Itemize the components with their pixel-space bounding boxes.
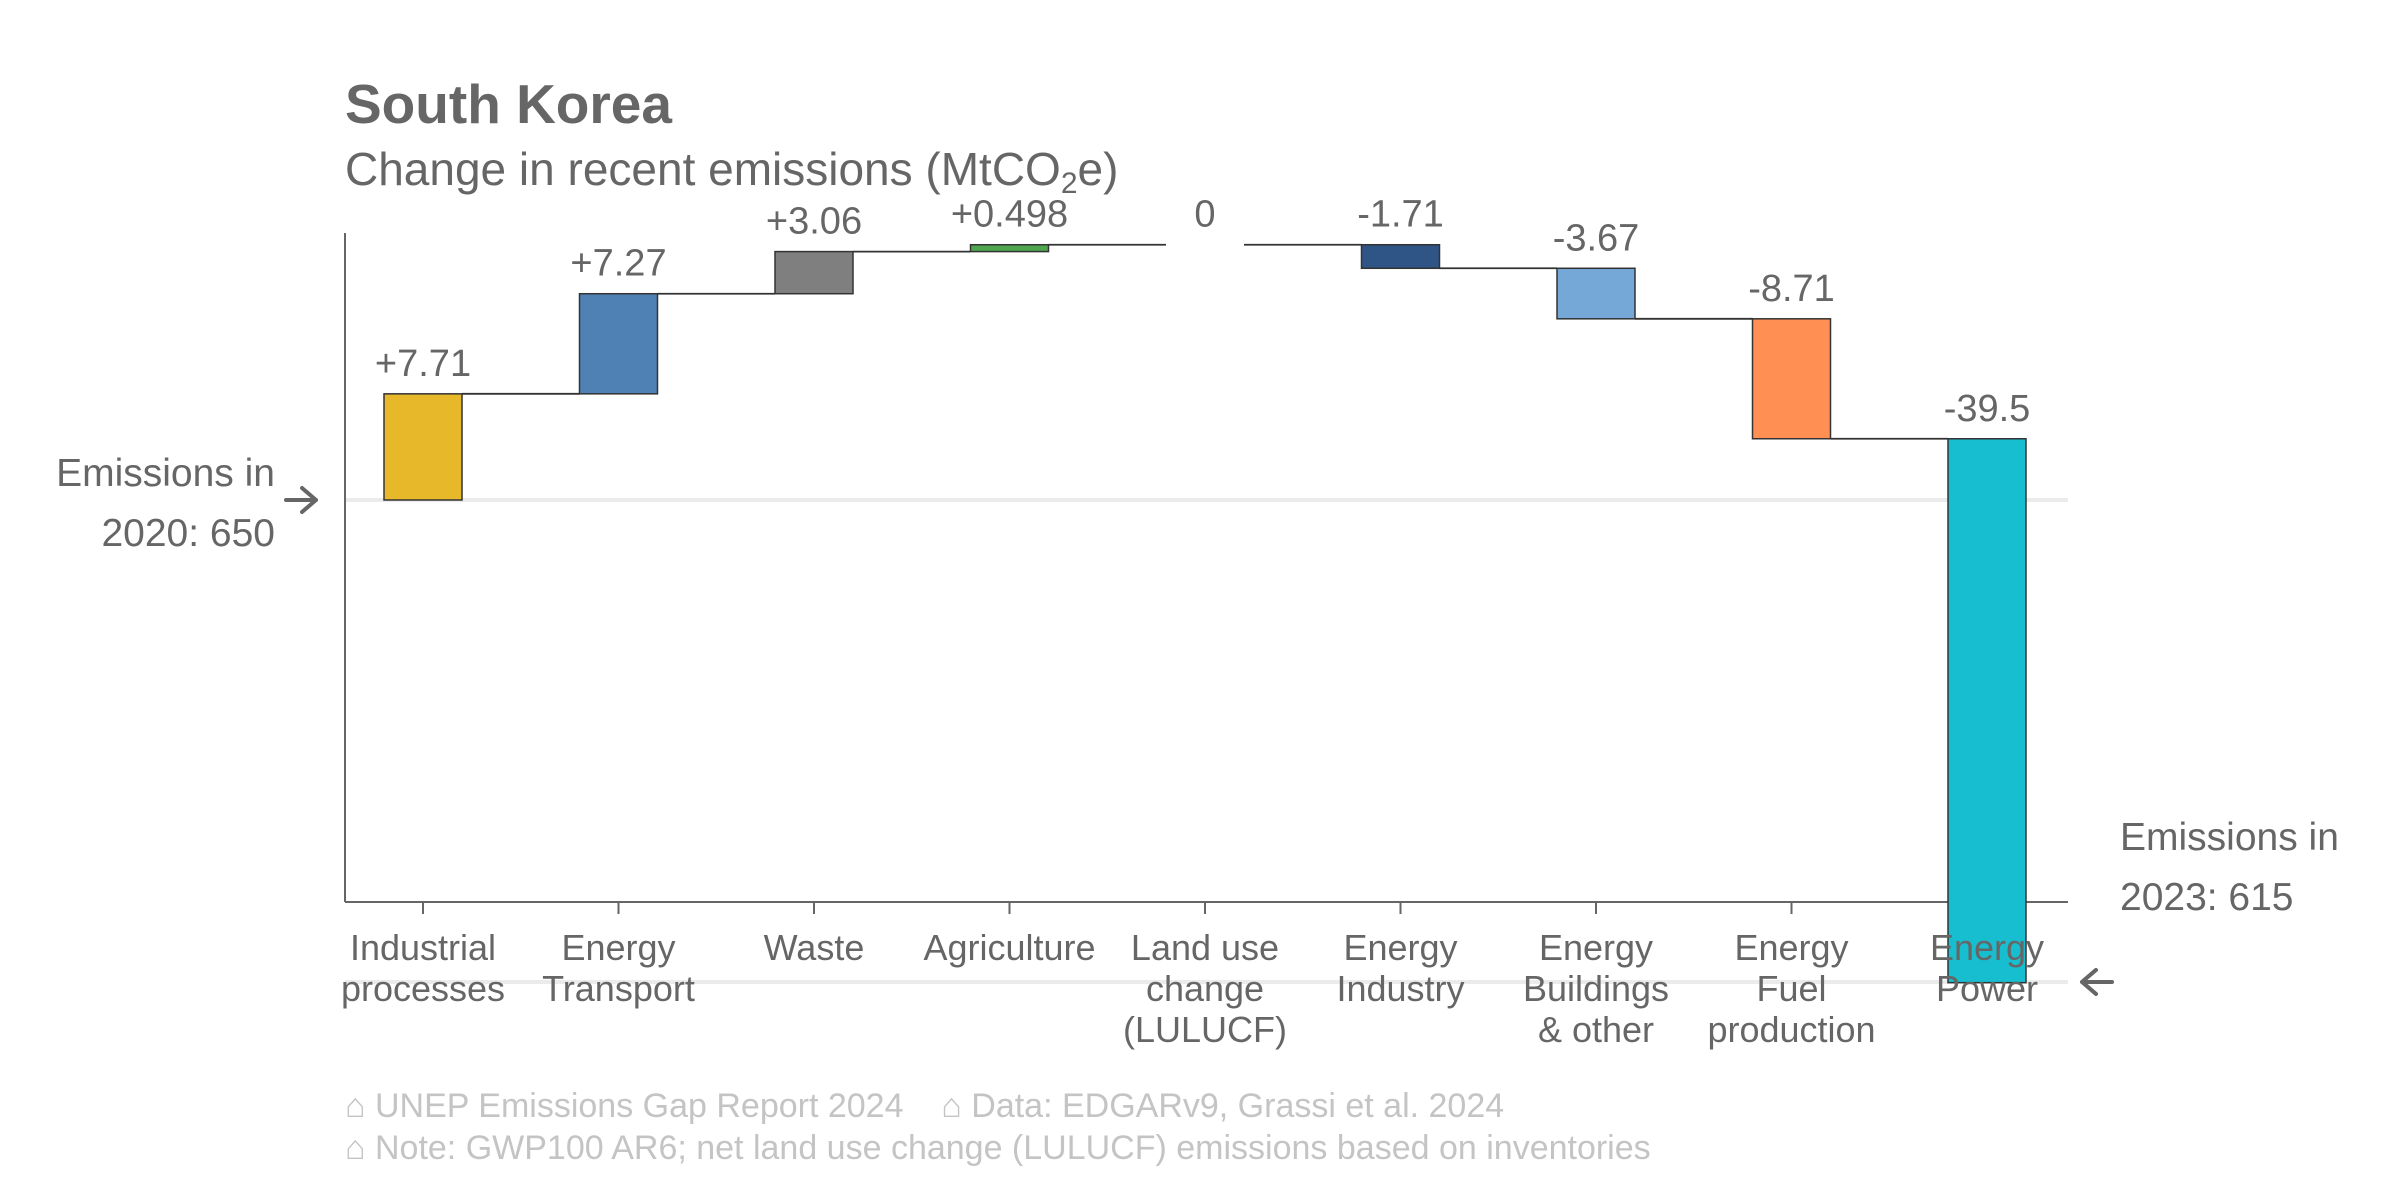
bars (383, 243, 2027, 984)
x-tick-label-4: Land use change (LULUCF) (1123, 927, 1287, 1050)
x-tick-label-8: Energy Power (1930, 927, 2044, 1009)
bar-3 (969, 243, 1050, 253)
x-tick-label-3: Agriculture (923, 927, 1095, 968)
x-tick-label-2: Waste (764, 927, 865, 968)
bar-8 (1947, 438, 2027, 984)
axes (344, 233, 2068, 914)
value-label-2: +3.06 (766, 201, 862, 243)
footer-source: ⌂ UNEP Emissions Gap Report 2024 ⌂ Data:… (345, 1087, 1505, 1125)
x-tick-label-0: Industrial processes (341, 927, 505, 1009)
value-label-7: -8.71 (1748, 268, 1835, 310)
bar-1 (578, 292, 659, 395)
x-tick-labels: Industrial processes Energy Transport Waste A… (341, 927, 2044, 1050)
footer-note: ⌂ Note: GWP100 AR6; net land use change … (345, 1129, 1651, 1167)
start-annotation-line1: Emissions in (56, 452, 275, 495)
bar-2 (774, 250, 854, 295)
bar-6 (1556, 267, 1636, 320)
x-tick-label-1: Energy Transport (542, 927, 695, 1009)
value-label-5: -1.71 (1357, 194, 1444, 236)
x-tick-label-5: Energy Industry (1336, 927, 1464, 1009)
start-annotation-line2: 2020: 650 (101, 512, 275, 555)
end-annotation: Emissions in 2023: 615 (2120, 808, 2339, 928)
end-annotation-line2: 2023: 615 (2120, 876, 2294, 919)
x-tick-label-7: Energy Fuel production (1707, 927, 1875, 1050)
chart-subtitle: Change in recent emissions (MtCO2e) (345, 143, 1119, 200)
value-label-3: +0.498 (951, 194, 1068, 236)
value-label-4: 0 (1194, 194, 1215, 236)
start-annotation: Emissions in 2020: 650 (0, 444, 275, 564)
end-annotation-line1: Emissions in (2120, 816, 2339, 859)
x-tick-label-6: Energy Buildings & other (1523, 927, 1669, 1050)
end-arrow-icon (2080, 967, 2114, 996)
value-labels: +7.71 +7.27 +3.06 +0.498 0 -1.71 -3.67 -8.71 -39… (375, 194, 2030, 430)
value-label-8: -39.5 (1944, 388, 2031, 430)
value-label-0: +7.71 (375, 343, 471, 385)
value-label-1: +7.27 (570, 243, 666, 285)
value-label-6: -3.67 (1553, 217, 1640, 259)
annotation-arrows (284, 486, 2114, 996)
reference-lines (345, 498, 2068, 984)
chart-title: South Korea (345, 73, 672, 135)
connector-lines (462, 243, 1948, 440)
bar-0 (383, 393, 463, 501)
bar-7 (1751, 318, 1832, 440)
bar-5 (1360, 243, 1441, 270)
start-arrow-icon (284, 486, 318, 514)
